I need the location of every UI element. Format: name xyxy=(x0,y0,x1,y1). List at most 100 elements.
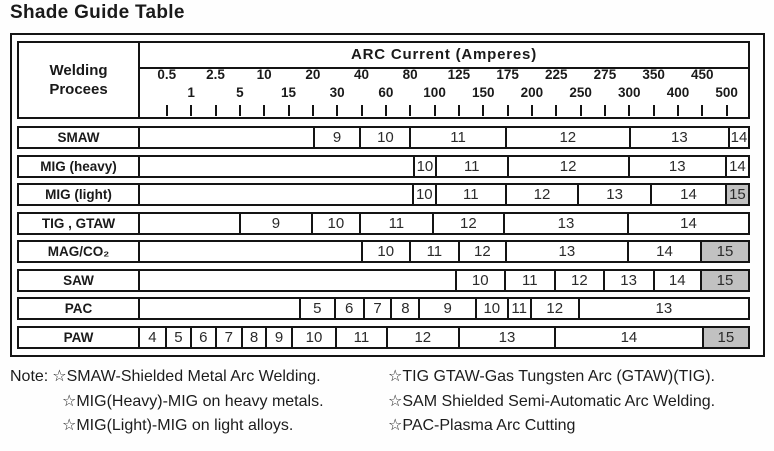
shade-cell: 9 xyxy=(312,128,360,147)
process-label: MIG (light) xyxy=(19,185,140,204)
shade-cell: 14 xyxy=(627,242,700,261)
tick-label: 150 xyxy=(471,85,495,100)
note-line: ☆MIG(Light)-MIG on light alloys. ☆PAC-Pl… xyxy=(10,414,770,439)
tick-label: 15 xyxy=(281,85,297,100)
shade-cell: 4 xyxy=(148,328,157,346)
process-label: SAW xyxy=(19,270,140,290)
process-label: PAW xyxy=(19,327,140,347)
shade-cell: 12 xyxy=(385,327,458,347)
tick-mark xyxy=(336,105,339,116)
note-item: ☆SMAW-Shielded Metal Arc Welding. xyxy=(52,368,321,385)
shade-cell: 10 xyxy=(360,242,409,261)
shade-cell: 6 xyxy=(333,299,363,318)
page-title: Shade Guide Table xyxy=(10,2,185,23)
tick-mark xyxy=(263,105,266,116)
tick-label: 20 xyxy=(305,67,321,82)
process-label: MAG/CO₂ xyxy=(19,242,140,261)
tick-mark xyxy=(384,105,387,116)
shade-cell: 13 xyxy=(502,213,627,233)
tick-mark xyxy=(287,105,290,116)
tick-mark xyxy=(652,105,655,116)
tick-label: 275 xyxy=(593,67,617,82)
shade-cell: 11 xyxy=(358,213,432,233)
shade-cell: 14 xyxy=(554,327,702,347)
tick-label: 30 xyxy=(329,85,345,100)
tick-mark xyxy=(725,105,728,116)
shade-cell: 12 xyxy=(431,213,503,233)
tick-mark xyxy=(457,105,460,116)
note-label: Note: xyxy=(10,368,49,385)
table-row: MIG (light) 10 11 12 13 14 15 xyxy=(17,183,750,206)
shade-cell: 14 xyxy=(652,270,700,290)
tick-mark xyxy=(409,105,412,116)
tick-label: 300 xyxy=(617,85,641,100)
shade-cell: 5 xyxy=(298,299,334,318)
shade-cell: 11 xyxy=(335,327,385,347)
shade-scale-area: 10 11 12 13 14 15 xyxy=(140,270,748,290)
shade-cell: 11 xyxy=(408,242,458,261)
process-column-header: Welding Procees xyxy=(19,43,140,117)
tick-label: 175 xyxy=(496,67,519,82)
note-left-1: Note: ☆SMAW-Shielded Metal Arc Welding. xyxy=(10,365,388,390)
tick-mark xyxy=(238,105,241,116)
table-row: SAW 10 11 12 13 14 15 xyxy=(17,268,750,292)
shade-scale-area: 9 10 11 12 13 14 xyxy=(140,128,748,147)
tick-label: 40 xyxy=(354,67,370,82)
tick-label: 125 xyxy=(447,67,471,82)
shade-rows: SMAW 9 10 11 12 13 14 MIG (heavy) 10 11 12 13 14 MIG … xyxy=(12,35,763,355)
shade-cell: 10 xyxy=(359,128,409,147)
process-label: SMAW xyxy=(19,128,140,147)
shade-cell: 10 xyxy=(454,270,504,290)
note-section: Note: ☆SMAW-Shielded Metal Arc Welding. ☆… xyxy=(10,365,770,439)
process-label: PAC xyxy=(19,299,140,318)
tick-label: 200 xyxy=(520,85,544,100)
shade-cell: 13 xyxy=(457,327,554,347)
tick-mark xyxy=(311,105,314,116)
note-left-3: ☆MIG(Light)-MIG on light alloys. xyxy=(10,414,388,439)
shade-cell: 14 xyxy=(727,128,748,147)
note-line: Note: ☆SMAW-Shielded Metal Arc Welding. ☆… xyxy=(10,365,770,390)
shade-cell: 5 xyxy=(164,327,190,347)
shade-cell: 12 xyxy=(504,185,577,204)
shade-scale-area: 4 5 6 7 8 9 10 11 12 13 14 15 xyxy=(140,327,748,347)
shade-cell: 13 xyxy=(628,128,728,147)
tick-label: 5 xyxy=(236,85,244,100)
shade-cell: 10 xyxy=(475,299,507,318)
table-row: PAW 4 5 6 7 8 9 10 11 12 13 14 15 xyxy=(17,325,750,349)
shade-cell: 13 xyxy=(627,156,725,176)
arc-current-header: ARC Current (Amperes) xyxy=(140,43,748,69)
tick-mark xyxy=(214,105,217,116)
process-label: TIG , GTAW xyxy=(19,213,140,233)
process-label: MIG (heavy) xyxy=(19,156,140,176)
tick-mark xyxy=(579,105,582,116)
shade-scale-area: 10 11 12 13 14 15 xyxy=(140,185,748,204)
shade-cell: 13 xyxy=(504,242,627,261)
shade-cell: 6 xyxy=(189,327,215,347)
shade-cell: 14 xyxy=(724,156,748,176)
tick-label: 450 xyxy=(691,67,714,82)
shade-cell: 14 xyxy=(650,185,725,204)
shade-cell: 12 xyxy=(504,128,629,147)
table-row: MIG (heavy) 10 11 12 13 14 xyxy=(17,154,750,178)
note-item: ☆TIG GTAW-Gas Tungsten Arc (GTAW)(TIG). xyxy=(388,368,715,385)
tick-label: 60 xyxy=(378,85,394,100)
table-header: Welding Procees ARC Current (Amperes) 0.… xyxy=(17,41,750,119)
note-item: ☆SAM Shielded Semi-Automatic Arc Welding… xyxy=(388,392,716,410)
shade-cell: 11 xyxy=(409,128,504,147)
shade-cell: 10 xyxy=(310,213,359,233)
shade-cell: 11 xyxy=(434,156,507,176)
shade-cell: 15 xyxy=(699,270,748,290)
tick-mark xyxy=(701,105,704,116)
tick-label: 10 xyxy=(256,67,272,82)
tick-mark xyxy=(482,105,485,116)
table-row: MAG/CO₂ 10 11 12 13 14 15 xyxy=(17,240,750,263)
shade-scale-area: 10 11 12 13 14 15 xyxy=(140,242,748,261)
tick-mark xyxy=(555,105,558,116)
shade-guide-table: Welding Procees ARC Current (Amperes) 0.… xyxy=(10,33,765,357)
table-row: PAC 5 6 7 8 9 10 11 12 13 xyxy=(17,297,750,320)
tick-label: 80 xyxy=(402,67,418,82)
tick-mark xyxy=(165,105,168,116)
tick-label: 0.5 xyxy=(157,67,177,82)
shade-cell: 8 xyxy=(390,299,418,318)
shade-cell: 11 xyxy=(506,299,530,318)
